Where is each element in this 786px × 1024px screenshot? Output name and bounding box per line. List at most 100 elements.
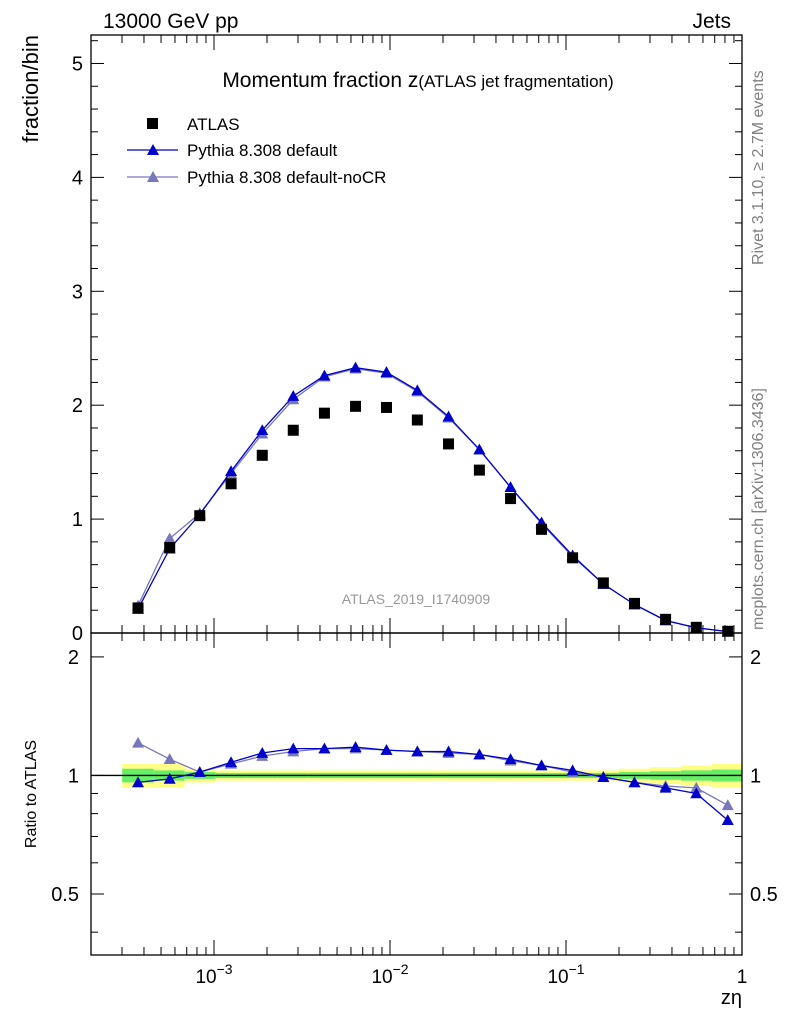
point-default	[349, 361, 362, 373]
point-atlas	[628, 597, 640, 609]
x-tick-label: 10−2	[371, 961, 408, 988]
analysis-id-label: ATLAS_2019_I1740909	[342, 591, 491, 607]
chart-title-sub: (ATLAS jet fragmentation)	[418, 72, 613, 91]
point-atlas	[473, 464, 485, 476]
y-axis-label: fraction/bin	[18, 35, 43, 143]
point-default	[287, 390, 300, 401]
point-atlas	[256, 449, 268, 461]
header-process-label: Jets	[692, 10, 731, 33]
point-atlas	[194, 510, 206, 522]
ratio-point-default	[380, 744, 393, 755]
y-tick-label: 3	[72, 281, 83, 303]
x-tick-label: 10−1	[547, 961, 584, 988]
point-default	[411, 384, 424, 396]
x-tick-label-exponent: −3	[217, 961, 233, 977]
point-default	[225, 465, 238, 477]
chart-title: Momentum fraction z(ATLAS jet fragmentat…	[222, 69, 613, 92]
ratio-point-default	[163, 772, 176, 784]
point-atlas	[225, 478, 237, 490]
point-atlas	[660, 613, 672, 625]
point-atlas	[443, 438, 455, 450]
ratio-point-default	[256, 747, 269, 758]
point-default	[380, 366, 393, 377]
point-atlas	[597, 577, 609, 589]
point-atlas	[164, 542, 176, 554]
ratio-point-default	[566, 764, 579, 776]
x-tick-label-base: 1	[737, 967, 748, 988]
point-atlas	[318, 407, 330, 419]
legend-label-nocr: Pythia 8.308 default-noCR	[187, 168, 386, 187]
ratio-point-default	[225, 756, 238, 768]
chart-title-main: Momentum fraction z	[222, 69, 418, 92]
ratio-point-default	[318, 742, 331, 754]
ratio-plot-frame	[90, 632, 743, 956]
legend-label-atlas: ATLAS	[187, 115, 240, 134]
point-atlas	[722, 625, 734, 637]
ratio-line-default	[137, 746, 729, 821]
ratio-y-tick-label-left: 1	[68, 765, 79, 787]
x-tick-label-exponent: −1	[569, 961, 585, 977]
y-tick-label: 0	[72, 623, 83, 645]
legend-label-default: Pythia 8.308 default	[187, 141, 338, 160]
ratio-point-default	[132, 776, 145, 788]
x-axis-label: zη	[721, 987, 742, 1009]
ratio-point-default	[287, 742, 300, 754]
ratio-point-default	[597, 771, 610, 782]
ratio-y-axis-label: Ratio to ATLAS	[23, 740, 40, 848]
ratio-point-default	[535, 759, 548, 771]
point-default	[256, 424, 269, 436]
ratio-plot-panel: 0.5 0.51 12 2 Ratio to ATLAS zη 10−3 10−2 10−…	[23, 632, 778, 1009]
point-atlas	[350, 400, 362, 412]
legend-marker-nocr	[147, 171, 159, 182]
header-energy-label: 13000 GeV pp	[103, 10, 238, 33]
ratio-y-tick-label-left: 0.5	[51, 884, 79, 906]
y-tick-label: 1	[72, 509, 83, 531]
point-default	[473, 443, 486, 455]
ratio-point-default	[628, 776, 641, 788]
ratio-y-tick-label-right: 0.5	[750, 884, 778, 906]
point-atlas	[536, 523, 548, 535]
ratio-point-nocr	[132, 736, 145, 748]
ratio-point-nocr	[721, 799, 734, 811]
ratio-point-default	[193, 766, 206, 777]
ratio-point-default	[690, 787, 703, 799]
x-tick-label: 1	[737, 967, 748, 988]
ratio-point-default	[411, 745, 424, 757]
point-atlas	[690, 621, 702, 633]
y-tick-label: 5	[72, 53, 83, 75]
point-nocr	[163, 532, 176, 544]
y-tick-label: 4	[72, 167, 83, 189]
legend-marker-atlas	[147, 118, 158, 129]
ratio-point-default	[473, 748, 486, 760]
ratio-point-default	[721, 814, 734, 825]
point-default	[318, 369, 331, 381]
ratio-point-nocr	[163, 753, 176, 764]
point-atlas	[411, 414, 423, 426]
point-atlas	[287, 424, 299, 436]
point-atlas	[505, 493, 517, 505]
main-plot-panel: 0 1 2 3 4 5 fraction/bin Momentum fraction z(…	[18, 34, 743, 645]
ratio-y-tick-label-right: 1	[750, 765, 761, 787]
ratio-point-default	[442, 745, 455, 757]
legend: ATLAS Pythia 8.308 default Pythia 8.308 …	[127, 115, 386, 187]
ratio-point-nocr	[690, 781, 703, 793]
legend-marker-default	[147, 144, 159, 155]
x-tick-label-exponent: −2	[393, 961, 409, 977]
x-tick-label-base: 10	[195, 967, 216, 988]
x-tick-label-base: 10	[547, 967, 568, 988]
point-default	[504, 481, 517, 493]
point-atlas	[380, 401, 392, 413]
x-tick-label-base: 10	[371, 967, 392, 988]
point-atlas	[132, 602, 144, 614]
x-tick-label: 10−3	[195, 961, 232, 988]
point-atlas	[567, 552, 579, 564]
ratio-y-tick-label-right: 2	[750, 647, 761, 669]
point-default	[442, 410, 455, 422]
ratio-point-default	[349, 741, 362, 752]
y-tick-label: 2	[72, 395, 83, 417]
ratio-point-default	[504, 753, 517, 764]
ratio-y-tick-label-left: 2	[68, 647, 79, 669]
mcplots-citation-label: mcplots.cern.ch [arXiv:1306.3436]	[750, 388, 767, 630]
ratio-point-default	[659, 781, 672, 793]
